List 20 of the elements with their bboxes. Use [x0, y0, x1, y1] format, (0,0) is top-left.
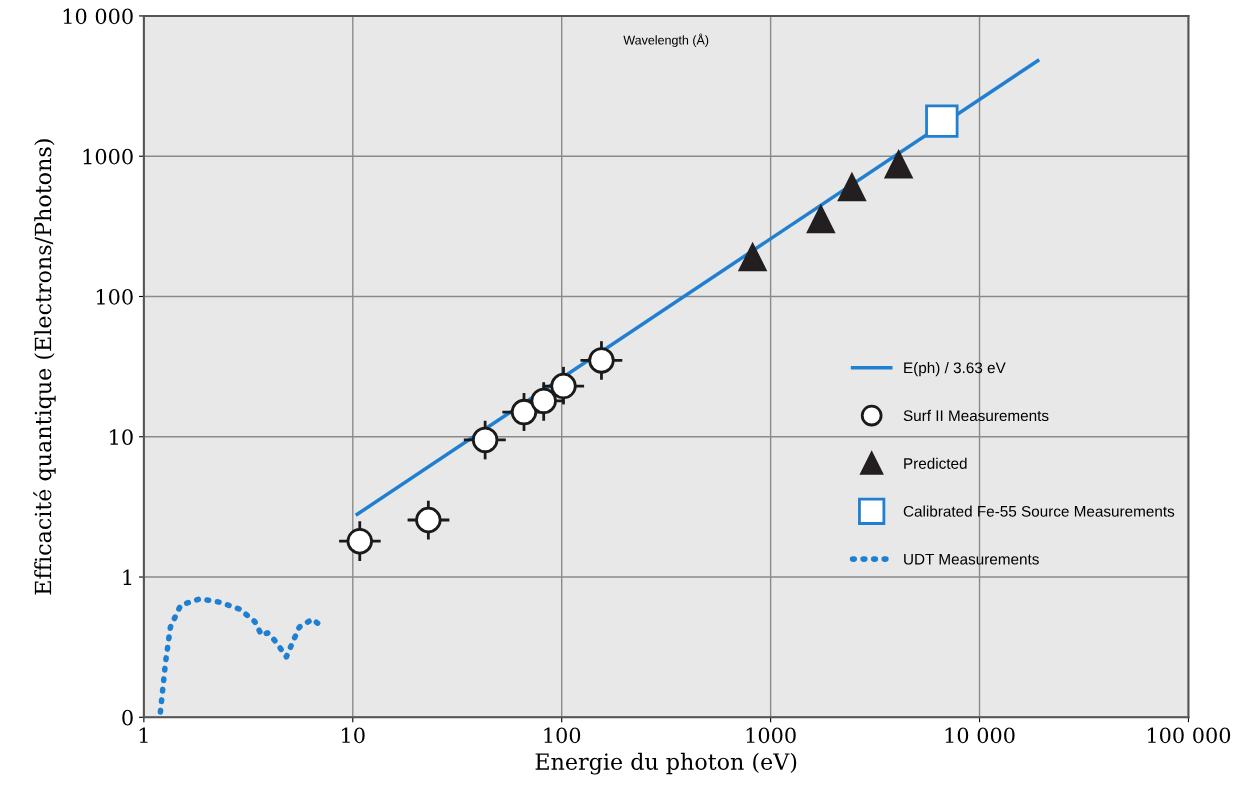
annotation: Wavelength (Å) — [623, 33, 709, 48]
x-tick-label: 10 000 — [945, 727, 1015, 744]
x-axis-title: Energie du photon (eV) — [535, 752, 797, 775]
y-tick-label: 10 — [110, 429, 133, 445]
x-tick-label: 100 000 — [1147, 727, 1231, 744]
x-tick-label: 1000 — [746, 727, 796, 744]
x-tick-label: 10 — [342, 727, 365, 744]
legend-label: Calibrated Fe-55 Source Measurements — [903, 505, 1175, 517]
x-tick-label: 1 — [139, 727, 148, 743]
legend-label: UDT Measurements — [904, 553, 1039, 565]
y-tick-label: 100 — [96, 288, 133, 305]
y-axis-title: Efficacité quantique (Electrons/Photons) — [33, 139, 56, 595]
y-tick-label: 1000 — [83, 148, 133, 165]
x-tick-label: 100 — [544, 727, 581, 744]
y-tick-label: 1 — [123, 569, 132, 585]
y-tick-label: 10 000 — [63, 8, 133, 25]
legend-label: Surf II Measurements — [903, 409, 1049, 422]
y-tick-label: 0 — [122, 709, 133, 726]
legend-label: Predicted — [904, 457, 967, 469]
legend-label: E(ph) / 3.63 eV — [904, 361, 1006, 377]
